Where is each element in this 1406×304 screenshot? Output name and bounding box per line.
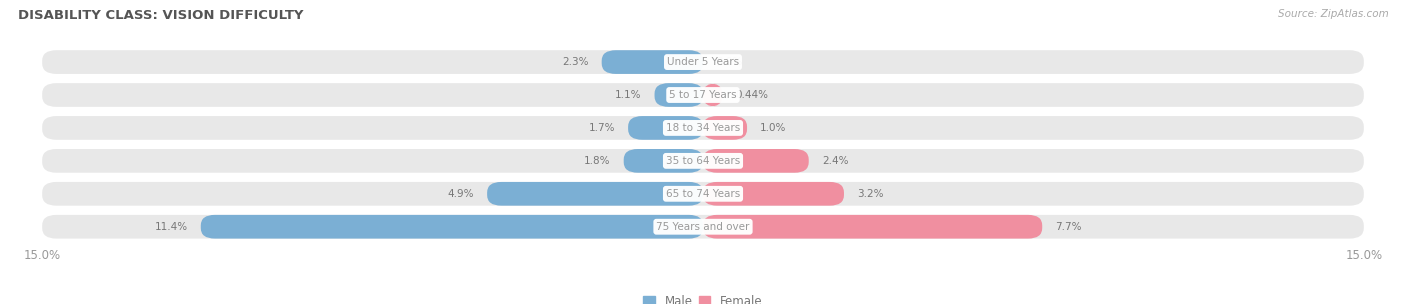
- Text: 2.4%: 2.4%: [823, 156, 848, 166]
- Text: 5 to 17 Years: 5 to 17 Years: [669, 90, 737, 100]
- Text: 4.9%: 4.9%: [447, 189, 474, 199]
- FancyBboxPatch shape: [703, 83, 723, 107]
- FancyBboxPatch shape: [201, 215, 703, 239]
- Text: Source: ZipAtlas.com: Source: ZipAtlas.com: [1278, 9, 1389, 19]
- Text: 1.1%: 1.1%: [614, 90, 641, 100]
- Text: 7.7%: 7.7%: [1056, 222, 1083, 232]
- Text: 0.0%: 0.0%: [716, 57, 742, 67]
- FancyBboxPatch shape: [42, 182, 1364, 206]
- FancyBboxPatch shape: [42, 215, 1364, 239]
- Text: DISABILITY CLASS: VISION DIFFICULTY: DISABILITY CLASS: VISION DIFFICULTY: [18, 9, 304, 22]
- FancyBboxPatch shape: [624, 149, 703, 173]
- FancyBboxPatch shape: [42, 149, 1364, 173]
- FancyBboxPatch shape: [42, 83, 1364, 107]
- FancyBboxPatch shape: [42, 50, 1364, 74]
- FancyBboxPatch shape: [42, 116, 1364, 140]
- FancyBboxPatch shape: [703, 116, 747, 140]
- Text: 65 to 74 Years: 65 to 74 Years: [666, 189, 740, 199]
- Text: Under 5 Years: Under 5 Years: [666, 57, 740, 67]
- FancyBboxPatch shape: [486, 182, 703, 206]
- FancyBboxPatch shape: [703, 215, 1042, 239]
- Text: 11.4%: 11.4%: [155, 222, 187, 232]
- Text: 1.0%: 1.0%: [761, 123, 786, 133]
- Text: 2.3%: 2.3%: [562, 57, 589, 67]
- Text: 18 to 34 Years: 18 to 34 Years: [666, 123, 740, 133]
- Text: 1.8%: 1.8%: [583, 156, 610, 166]
- Text: 3.2%: 3.2%: [858, 189, 884, 199]
- Text: 0.44%: 0.44%: [735, 90, 769, 100]
- FancyBboxPatch shape: [703, 182, 844, 206]
- FancyBboxPatch shape: [703, 149, 808, 173]
- FancyBboxPatch shape: [655, 83, 703, 107]
- Text: 1.7%: 1.7%: [588, 123, 614, 133]
- Text: 75 Years and over: 75 Years and over: [657, 222, 749, 232]
- FancyBboxPatch shape: [628, 116, 703, 140]
- Text: 35 to 64 Years: 35 to 64 Years: [666, 156, 740, 166]
- FancyBboxPatch shape: [602, 50, 703, 74]
- Legend: Male, Female: Male, Female: [638, 290, 768, 304]
